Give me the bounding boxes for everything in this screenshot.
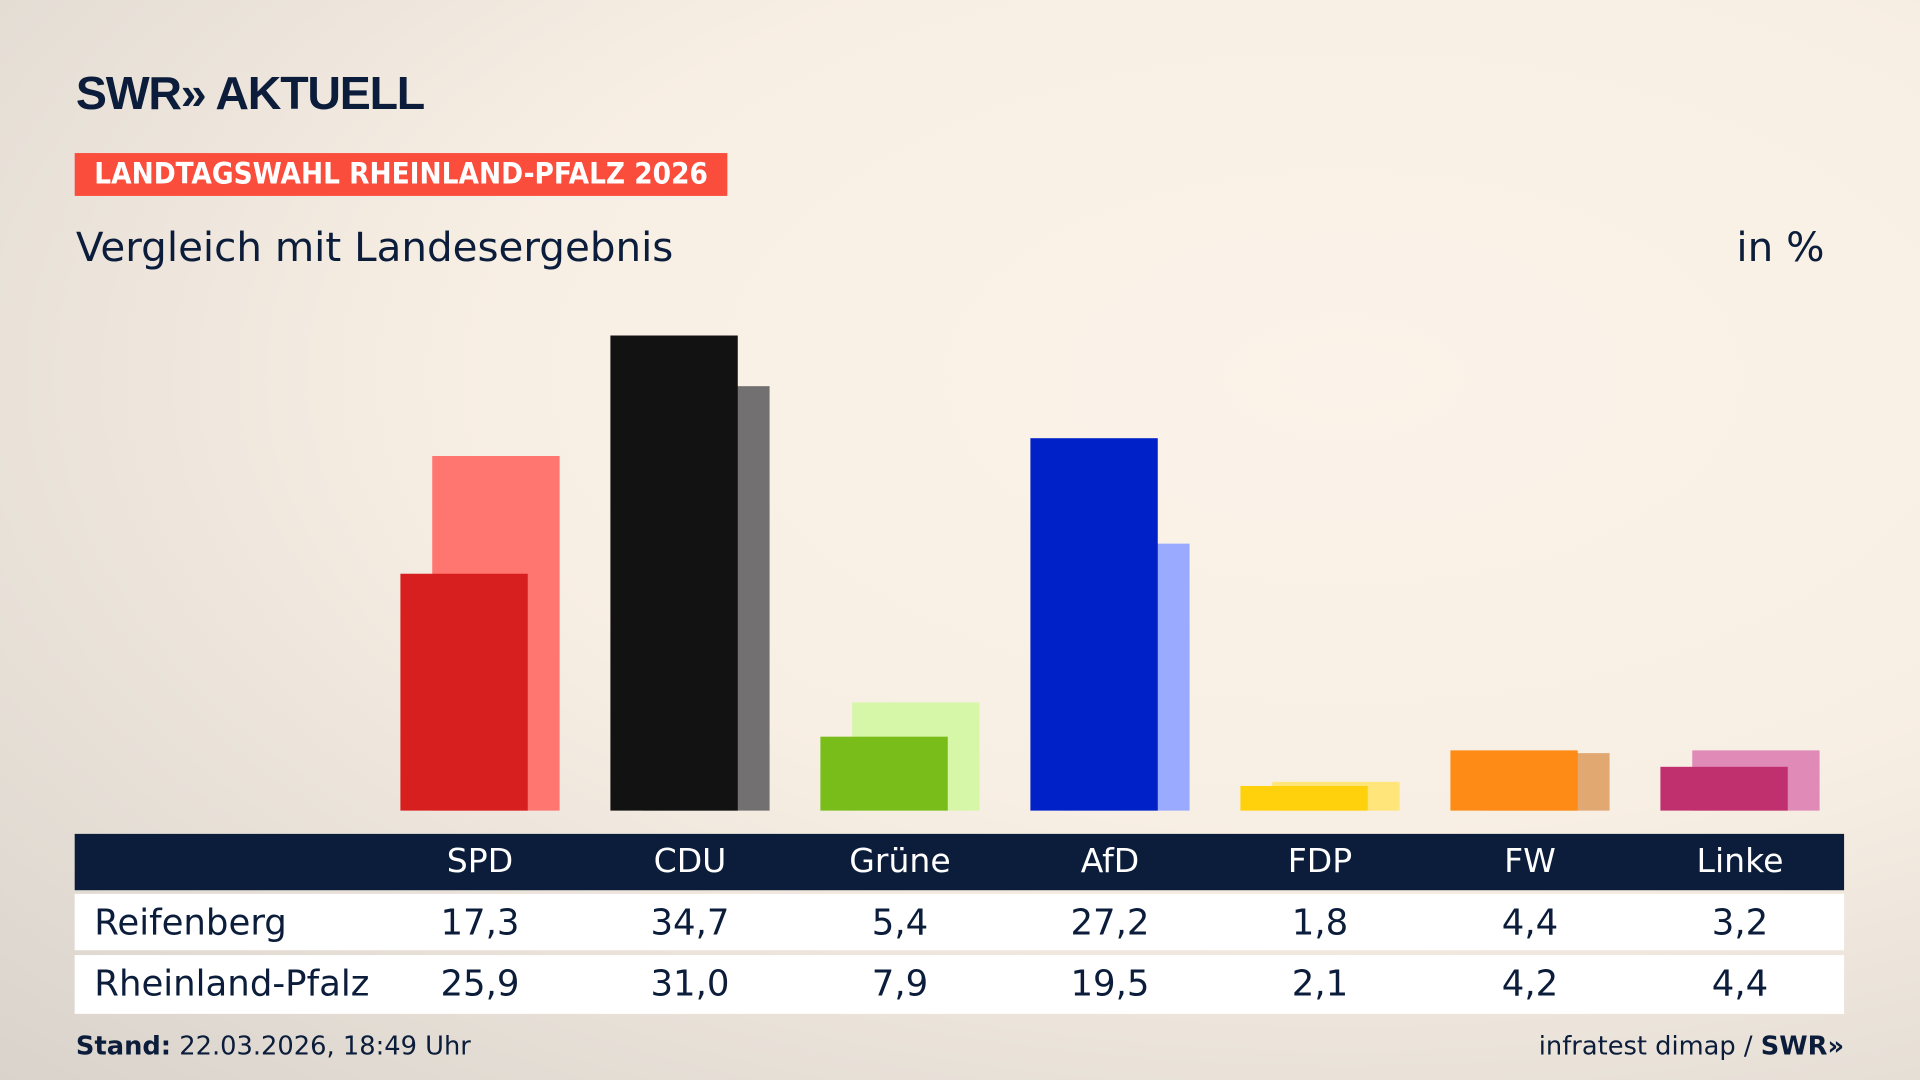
source: infratest dimap / SWR» (1539, 1031, 1844, 1060)
swr-aktuell-logo: SWR» AKTUELL (75, 68, 425, 121)
row-label: Reifenberg (94, 901, 287, 943)
bar-reifenberg-fdp (1240, 785, 1368, 811)
row-label: Rheinland-Pfalz (94, 962, 370, 1005)
value-cell: 27,2 (1070, 901, 1150, 943)
table-header: SPD CDU Grüne AfD FDP FW Linke (74, 833, 1845, 891)
party-label: Grüne (849, 842, 951, 881)
value-cell: 19,5 (1070, 962, 1150, 1005)
party-label: SPD (446, 842, 514, 881)
stand-value: 22.03.2026, 18:49 Uhr (179, 1031, 471, 1061)
bar-reifenberg-fw (1450, 750, 1578, 811)
timestamp: Stand: 22.03.2026, 18:49 Uhr (76, 1031, 471, 1060)
value-cell: 31,0 (650, 962, 730, 1005)
source-text: infratest dimap / (1538, 1031, 1761, 1061)
party-label: CDU (653, 842, 727, 881)
bar-reifenberg-spd (400, 573, 528, 811)
bar-chart (400, 335, 1820, 811)
value-cell: 7,9 (871, 962, 929, 1005)
value-cell: 17,3 (440, 901, 520, 943)
chart-title: Vergleich mit Landesergebnis (75, 222, 674, 271)
value-cell: 4,4 (1711, 962, 1769, 1005)
value-cell: 34,7 (650, 901, 730, 943)
value-cell: 5,4 (871, 901, 929, 943)
value-cell: 25,9 (440, 962, 520, 1005)
value-cell: 3,2 (1711, 901, 1769, 943)
table-row: Reifenberg 17,3 34,7 5,4 27,2 1,8 4,4 3,2 (74, 893, 1845, 951)
party-label: FDP (1287, 842, 1353, 881)
bar-reifenberg-linke (1660, 766, 1788, 811)
value-cell: 1,8 (1291, 901, 1349, 943)
party-label: FW (1504, 842, 1556, 881)
party-label: Linke (1696, 842, 1784, 881)
value-cell: 4,4 (1501, 901, 1559, 943)
table-row: Rheinland-Pfalz 25,9 31,0 7,9 19,5 2,1 4,2 4,4 (74, 955, 1845, 1014)
bar-reifenberg-cdu (610, 335, 738, 811)
results-table: SPD CDU Grüne AfD FDP FW Linke Reifenberg 17,3 3… (74, 833, 1845, 1014)
value-cell: 2,1 (1291, 962, 1349, 1005)
bar-reifenberg-grüne (820, 736, 948, 811)
election-badge: LANDTAGSWAHL RHEINLAND-PFALZ 2026 (74, 153, 728, 196)
stand-label: Stand: (75, 1031, 172, 1061)
unit-label: in % (1736, 222, 1825, 271)
party-label: AfD (1080, 842, 1140, 881)
swr-small-logo: SWR» (1760, 1031, 1845, 1061)
value-cell: 4,2 (1501, 962, 1559, 1005)
bar-reifenberg-afd (1030, 438, 1158, 811)
